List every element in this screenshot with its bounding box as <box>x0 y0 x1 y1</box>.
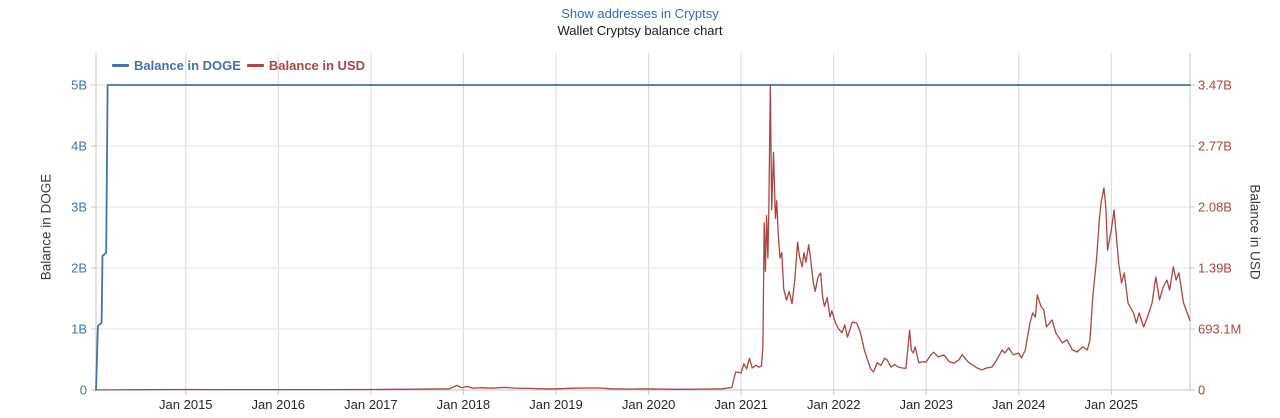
y-tick-label-usd: 3.47B <box>1198 78 1232 93</box>
x-tick-label: Jan 2015 <box>159 397 213 412</box>
y-tick-label-usd: 693.1M <box>1198 322 1241 337</box>
y-tick-label-doge: 2B <box>71 261 87 276</box>
legend-item-doge[interactable]: Balance in DOGE <box>112 58 241 73</box>
usd-series-swatch-icon <box>246 64 264 67</box>
chart-legend: Balance in DOGE Balance in USD <box>112 58 365 73</box>
y-axis-title-usd: Balance in USD <box>1247 184 1263 280</box>
chart-title: Wallet Cryptsy balance chart <box>557 23 723 38</box>
doge-series-line <box>95 84 1191 391</box>
y-tick-label-doge: 1B <box>71 322 87 337</box>
usd-series-line <box>95 84 1191 391</box>
y-tick-label-usd: 2.08B <box>1198 200 1232 215</box>
doge-series-swatch-icon <box>112 64 129 67</box>
y-tick-label-usd: 1.39B <box>1198 261 1232 276</box>
y-tick-label-doge: 4B <box>71 139 87 154</box>
show-addresses-link[interactable]: Show addresses in Cryptsy <box>561 6 719 21</box>
x-tick-label: Jan 2017 <box>344 397 398 412</box>
y-tick-label-usd: 2.77B <box>1198 139 1232 154</box>
legend-label-doge: Balance in DOGE <box>134 58 241 73</box>
x-tick-label: Jan 2018 <box>437 397 491 412</box>
x-tick-label: Jan 2024 <box>992 397 1046 412</box>
y-axis-title-doge: Balance in DOGE <box>38 173 54 281</box>
x-tick-label: Jan 2025 <box>1085 397 1139 412</box>
legend-item-usd[interactable]: Balance in USD <box>246 58 366 73</box>
partially-visible-text: —— <box>1128 414 1158 418</box>
x-tick-label: Jan 2020 <box>622 397 676 412</box>
y-tick-label-usd: 0 <box>1198 383 1205 398</box>
x-tick-label: Jan 2021 <box>714 397 768 412</box>
legend-label-usd: Balance in USD <box>268 58 366 73</box>
y-tick-label-doge: 5B <box>71 78 87 93</box>
y-tick-label-doge: 0 <box>80 383 87 398</box>
x-tick-label: Jan 2016 <box>252 397 306 412</box>
y-tick-label-doge: 3B <box>71 200 87 215</box>
x-tick-label: Jan 2023 <box>899 397 953 412</box>
x-tick-label: Jan 2022 <box>807 397 861 412</box>
x-tick-label: Jan 2019 <box>529 397 583 412</box>
